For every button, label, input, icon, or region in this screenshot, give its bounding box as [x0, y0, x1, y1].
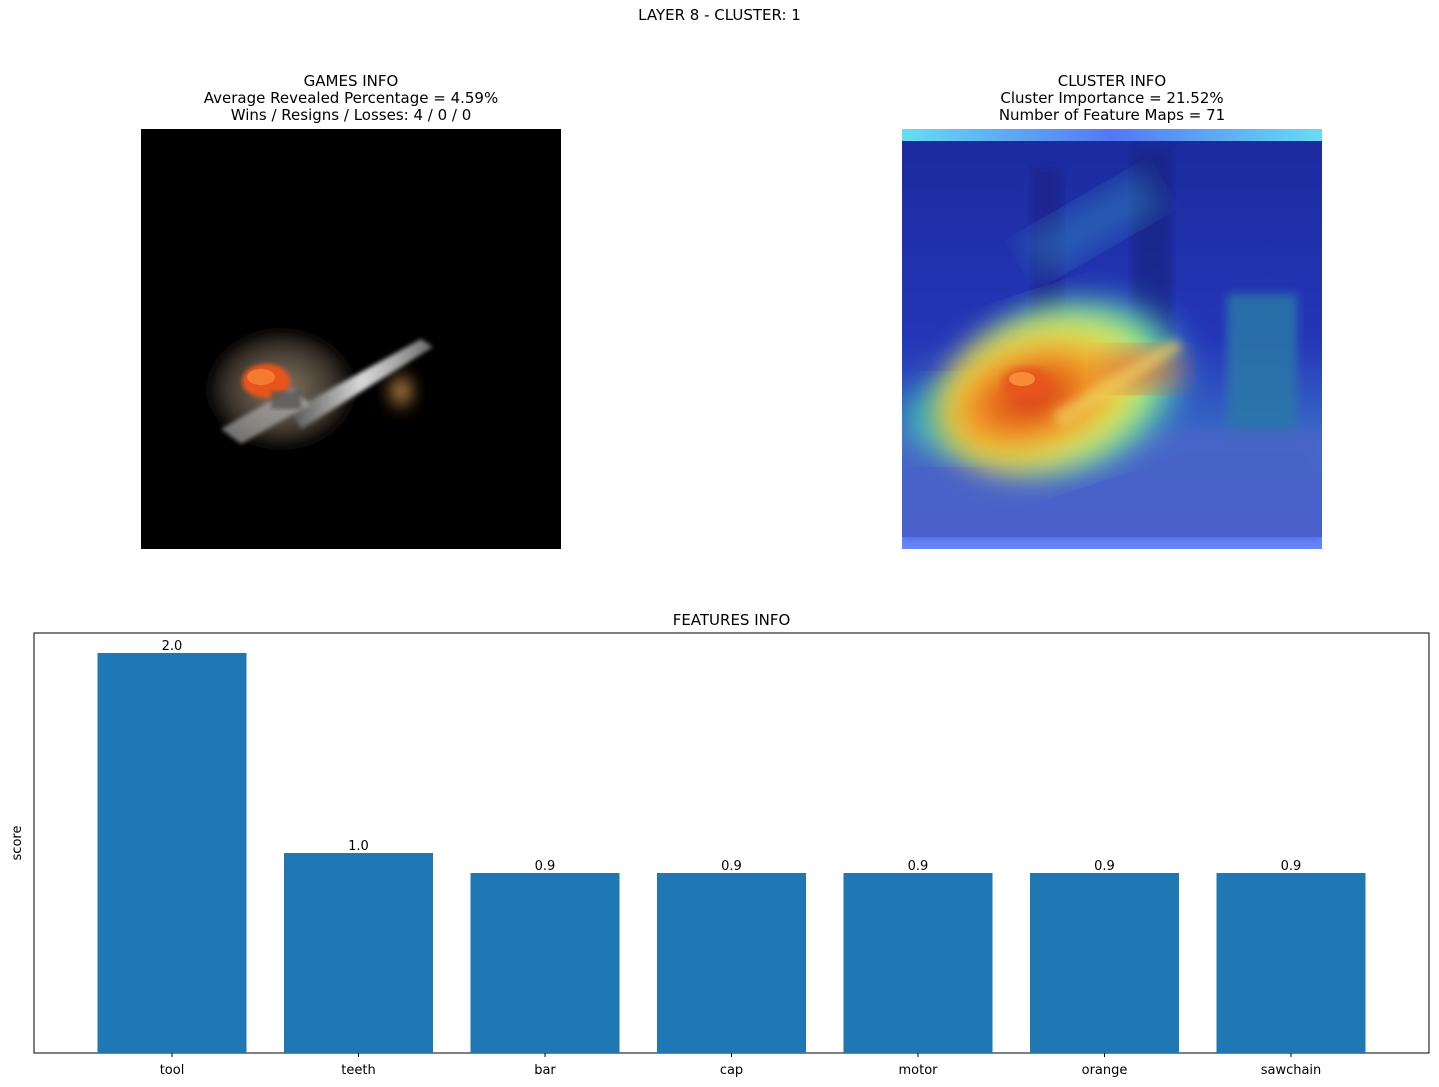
bar-bar	[470, 873, 620, 1053]
bar-tool	[97, 653, 247, 1053]
x-tick-label: tool	[160, 1063, 185, 1078]
x-tick-label: bar	[534, 1063, 556, 1078]
bar-value-label: 0.9	[1094, 859, 1115, 874]
chart-title: FEATURES INFO	[672, 611, 791, 629]
heatmap-overlay-image	[902, 129, 1322, 549]
games-info-title: GAMES INFO	[303, 72, 399, 90]
bar-value-label: 0.9	[535, 859, 556, 874]
games-info-title-block: GAMES INFO Average Revealed Percentage =…	[141, 73, 561, 124]
x-tick-label: motor	[898, 1063, 938, 1078]
bar-value-label: 2.0	[162, 639, 183, 654]
x-tick-label: cap	[720, 1063, 743, 1078]
bar-value-label: 0.9	[1281, 859, 1302, 874]
bar-cap	[657, 873, 806, 1053]
bar-teeth	[284, 853, 433, 1053]
bar-value-label: 0.9	[721, 859, 742, 874]
games-info-wins-resigns-losses: Wins / Resigns / Losses: 4 / 0 / 0	[230, 106, 472, 124]
figure-suptitle: LAYER 8 - CLUSTER: 1	[638, 6, 801, 24]
revealed-chainsaw-image	[141, 129, 561, 549]
games-info-revealed-percentage: Average Revealed Percentage = 4.59%	[203, 89, 499, 107]
cluster-info-importance: Cluster Importance = 21.52%	[1000, 89, 1224, 107]
cluster-info-title: CLUSTER INFO	[1057, 72, 1167, 90]
bar-value-label: 1.0	[348, 839, 369, 854]
bar-motor	[843, 873, 993, 1053]
revealed-image	[141, 129, 561, 549]
bar-orange	[1030, 873, 1179, 1053]
x-tick-label: teeth	[341, 1063, 375, 1078]
bar-value-label: 0.9	[908, 859, 929, 874]
heatmap-image	[902, 129, 1322, 549]
cluster-info-feature-maps: Number of Feature Maps = 71	[998, 106, 1226, 124]
x-tick-label: orange	[1082, 1063, 1128, 1078]
bar-sawchain	[1216, 873, 1366, 1053]
features-bar-chart: 2.0 tool 1.0 teeth 0.9 bar 0.9 cap 0.9 motor 0.9 or…	[10, 632, 1430, 1078]
y-axis-label: score	[10, 826, 25, 861]
cluster-info-title-block: CLUSTER INFO Cluster Importance = 21.52%…	[902, 73, 1322, 124]
x-tick-label: sawchain	[1261, 1063, 1322, 1078]
